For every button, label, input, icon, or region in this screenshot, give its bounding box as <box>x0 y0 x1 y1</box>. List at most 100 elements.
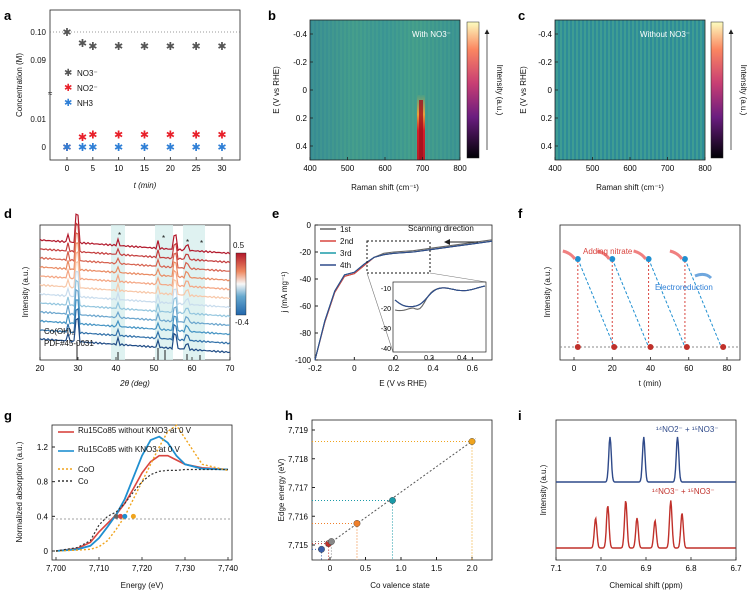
h-y-tick-label: 7,716 <box>288 512 309 521</box>
g-legend-coo: CoO <box>78 465 94 474</box>
a-x-tick-label: 0 <box>65 164 70 173</box>
panel-h: h 0 0.5 1.0 1.5 2.0 7,715 7,716 7,717 7,718 7,719… <box>277 408 493 590</box>
b-y-tick-label: 0 <box>303 86 308 95</box>
legend-no3: NO3⁻ <box>77 69 98 78</box>
h-y-tick-label: 7,718 <box>288 455 309 464</box>
e-inset-curves <box>394 285 486 312</box>
a-xlabel: t (min) <box>134 181 157 190</box>
i-spectrum <box>556 500 736 549</box>
e-xlabel: E (V vs RHE) <box>379 379 427 388</box>
e-ylabel: j (mA mg⁻¹) <box>280 271 289 313</box>
h-y-tick-label: 7,717 <box>288 484 309 493</box>
b-x-tick-label: 600 <box>378 164 392 173</box>
e-ticks: -0.2 0 0.2 0.4 0.60-20-40-60-80-100 <box>295 221 478 373</box>
a-point-NO3-: ✱ <box>217 41 226 53</box>
h-ylabel: Edge energy (eV) <box>277 458 286 521</box>
panel-b: b With NO3⁻ Intensity (a.u.) 400 500 600 70… <box>268 8 504 192</box>
g-x-tick-label: 7,710 <box>89 564 110 573</box>
c-x-tick-label: 700 <box>661 164 675 173</box>
b-y-tick-label: -0.4 <box>293 30 307 39</box>
e-curve-4th <box>314 240 493 361</box>
a-x-tick-label: 20 <box>166 164 175 173</box>
d-curve <box>39 242 231 282</box>
a-point-NO3-: ✱ <box>166 41 175 53</box>
d-cbar-top: 0.5 <box>233 241 245 250</box>
c-x-tick-label: 400 <box>548 164 562 173</box>
h-ticks: 0 0.5 1.0 1.5 2.0 7,715 7,716 7,717 7,718 7,719 <box>288 426 478 573</box>
g-curve-2 <box>55 424 229 552</box>
a-point-NH3: ✱ <box>192 142 201 154</box>
e-y-tick-label: -80 <box>299 329 311 338</box>
a-point-NH3: ✱ <box>114 142 123 154</box>
h-x-tick-label: 2.0 <box>466 564 478 573</box>
f-ylabel: Intensity (a.u.) <box>543 266 552 317</box>
b-y-tick-label: 0.4 <box>296 142 308 151</box>
f-base-marker <box>720 344 727 350</box>
g-xanes-curves <box>55 424 229 552</box>
panel-a-axes <box>49 9 241 161</box>
i-x-tick-label: 6.7 <box>730 564 742 573</box>
a-point-NO2-: ✱ <box>78 132 87 144</box>
nitrate-arrow-icon <box>633 249 647 260</box>
g-edge-marker <box>122 513 128 519</box>
c-colorbar <box>710 21 724 159</box>
h-fit-line <box>319 438 476 552</box>
legend-nh3: NH3 <box>77 99 94 108</box>
g-y-tick-label: 0.4 <box>37 512 49 521</box>
a-point-NO3-: ✱ <box>88 41 97 53</box>
d-ylabel: Intensity (a.u.) <box>21 266 30 317</box>
panel-f: f 0 20 40 60 80 Adding nitrate Electroreduct… <box>518 206 741 388</box>
d-xrd-curves <box>39 213 231 354</box>
h-y-tick-label: 7,715 <box>288 541 309 550</box>
i-x-tick-label: 7.0 <box>595 564 607 573</box>
d-star: * <box>186 238 189 247</box>
panel-i-label: i <box>518 408 522 423</box>
panel-f-label: f <box>518 206 523 221</box>
h-point <box>353 520 361 527</box>
g-ylabel: Normalized absorption (a.u.) <box>15 441 24 542</box>
panel-h-label: h <box>285 408 293 423</box>
g-curve-1 <box>55 435 229 552</box>
d-ref-label-1: Co(OH)₂ <box>44 327 75 336</box>
d-reference-lines <box>76 342 201 360</box>
a-point-NH3: ✱ <box>78 142 87 154</box>
b-x-tick-label: 700 <box>416 164 430 173</box>
b-y-tick-label: 0.2 <box>296 114 308 123</box>
h-scatter <box>312 438 476 560</box>
a-x-tick-label: 25 <box>192 164 201 173</box>
e-y-tick-label: 0 <box>307 221 312 230</box>
c-y-tick-label: 0.2 <box>541 114 553 123</box>
i-x-tick-label: 6.8 <box>685 564 697 573</box>
f-base-marker <box>611 344 618 350</box>
c-y-tick-label: 0 <box>548 86 553 95</box>
panel-d: d * * * * Co(OH)₂ PDF#45-0031 0.5 -0.4 2… <box>4 206 249 388</box>
a-point-NO3-: ✱ <box>140 41 149 53</box>
d-curve <box>39 288 231 327</box>
e-legend-1st: 1st <box>340 225 351 234</box>
a-point-NO3-: ✱ <box>114 41 123 53</box>
c-cbar-label: Intensity (a.u.) <box>739 65 748 116</box>
g-x-tick-label: 7,740 <box>218 564 239 573</box>
panel-a: a 0.10 0.09 0.01 0 ≈ 0 5 10 15 20 25 30 t (min… <box>4 8 241 190</box>
panel-b-label: b <box>268 8 276 23</box>
d-ticks: 20 30 40 50 60 70 <box>36 357 235 373</box>
panel-a-label: a <box>4 8 12 23</box>
g-ticks: 7,700 7,710 7,720 7,730 7,740 0 0.4 0.8 1.2 <box>37 443 239 573</box>
e-inset-y-label: -20 <box>381 306 391 313</box>
axis-break-icon: ≈ <box>48 89 53 98</box>
a-point-NO3-: ✱ <box>192 41 201 53</box>
g-curve-3 <box>55 468 228 552</box>
c-annotation: Without NO3⁻ <box>640 30 690 39</box>
e-inset-x-label: 0.4 <box>457 355 467 362</box>
g-edge-marker <box>113 513 119 519</box>
i-ylabel: Intensity (a.u.) <box>539 464 548 515</box>
f-nitrate-label: Adding nitrate <box>583 247 633 256</box>
c-y-tick-label: 0.4 <box>541 142 553 151</box>
f-x-tick-label: 80 <box>723 364 732 373</box>
panel-c-label: c <box>518 8 525 23</box>
c-y-tick-label: -0.4 <box>538 30 552 39</box>
b-colorbar <box>466 21 480 159</box>
e-inset-x-label: 0.2 <box>424 355 434 362</box>
a-point-NH3: ✱ <box>62 142 71 154</box>
panel-i: i 7.1 7.0 6.9 6.8 6.7 ¹⁴NO2⁻ + ¹⁵NO3⁻ ¹⁴NO3⁻… <box>518 408 742 590</box>
